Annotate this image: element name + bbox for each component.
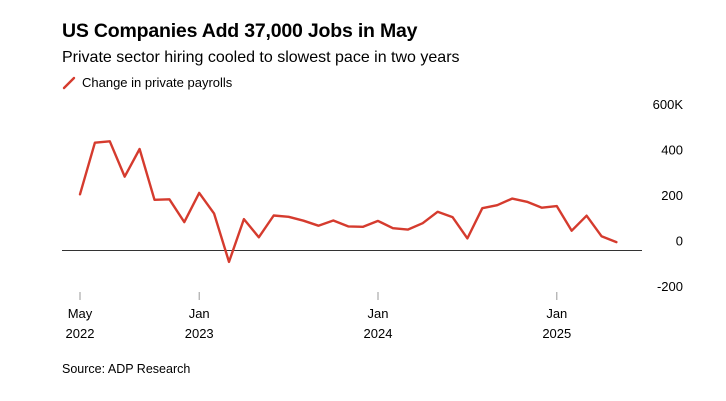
series-line-private-payrolls [78,140,618,264]
x-tick-label: Jan [546,306,567,321]
chart-title: US Companies Add 37,000 Jobs in May [62,20,418,42]
y-tick-label: 600K [653,97,684,112]
y-tick-label: 400 [661,143,683,158]
data-point [227,260,231,264]
data-point [153,198,157,202]
data-point [585,214,589,218]
x-tick-label-year: 2025 [542,326,571,341]
x-tick-label: Jan [368,306,389,321]
x-tick-label: May [68,306,93,321]
data-point [406,228,410,232]
data-point [614,240,618,244]
data-point [465,236,469,240]
source-note: Source: ADP Research [62,362,191,376]
data-point [361,225,365,229]
data-point [108,139,112,143]
data-point [182,220,186,224]
y-tick-label: 200 [661,188,683,203]
y-tick-label: 0 [676,234,683,249]
data-point [391,226,395,230]
x-tick-label-year: 2024 [364,326,393,341]
x-tick-label: Jan [189,306,210,321]
data-point [123,175,127,179]
data-point [555,204,559,208]
data-point [510,197,514,201]
data-point [451,215,455,219]
data-point [167,197,171,201]
chart-subtitle: Private sector hiring cooled to slowest … [62,49,460,66]
data-point [242,217,246,221]
data-point [272,213,276,217]
data-point [570,229,574,233]
legend-swatch [62,76,76,89]
data-point [302,219,306,223]
data-point [197,191,201,195]
data-point [376,219,380,223]
data-point [525,200,529,204]
data-point [346,224,350,228]
y-tick-label: -200 [657,279,683,294]
data-point [287,215,291,219]
data-point [316,224,320,228]
data-point [436,210,440,214]
data-point [540,206,544,210]
data-point [495,203,499,207]
x-tick-label-year: 2022 [66,326,95,341]
data-point [600,234,604,238]
legend-label: Change in private payrolls [82,75,233,90]
data-point [138,147,142,151]
data-point [78,192,82,196]
data-point [93,141,97,145]
data-point [212,212,216,216]
x-tick-label-year: 2023 [185,326,214,341]
data-point [480,206,484,210]
data-point [421,221,425,225]
legend: Change in private payrolls [62,75,232,90]
data-point [257,235,261,239]
data-point [331,218,335,222]
